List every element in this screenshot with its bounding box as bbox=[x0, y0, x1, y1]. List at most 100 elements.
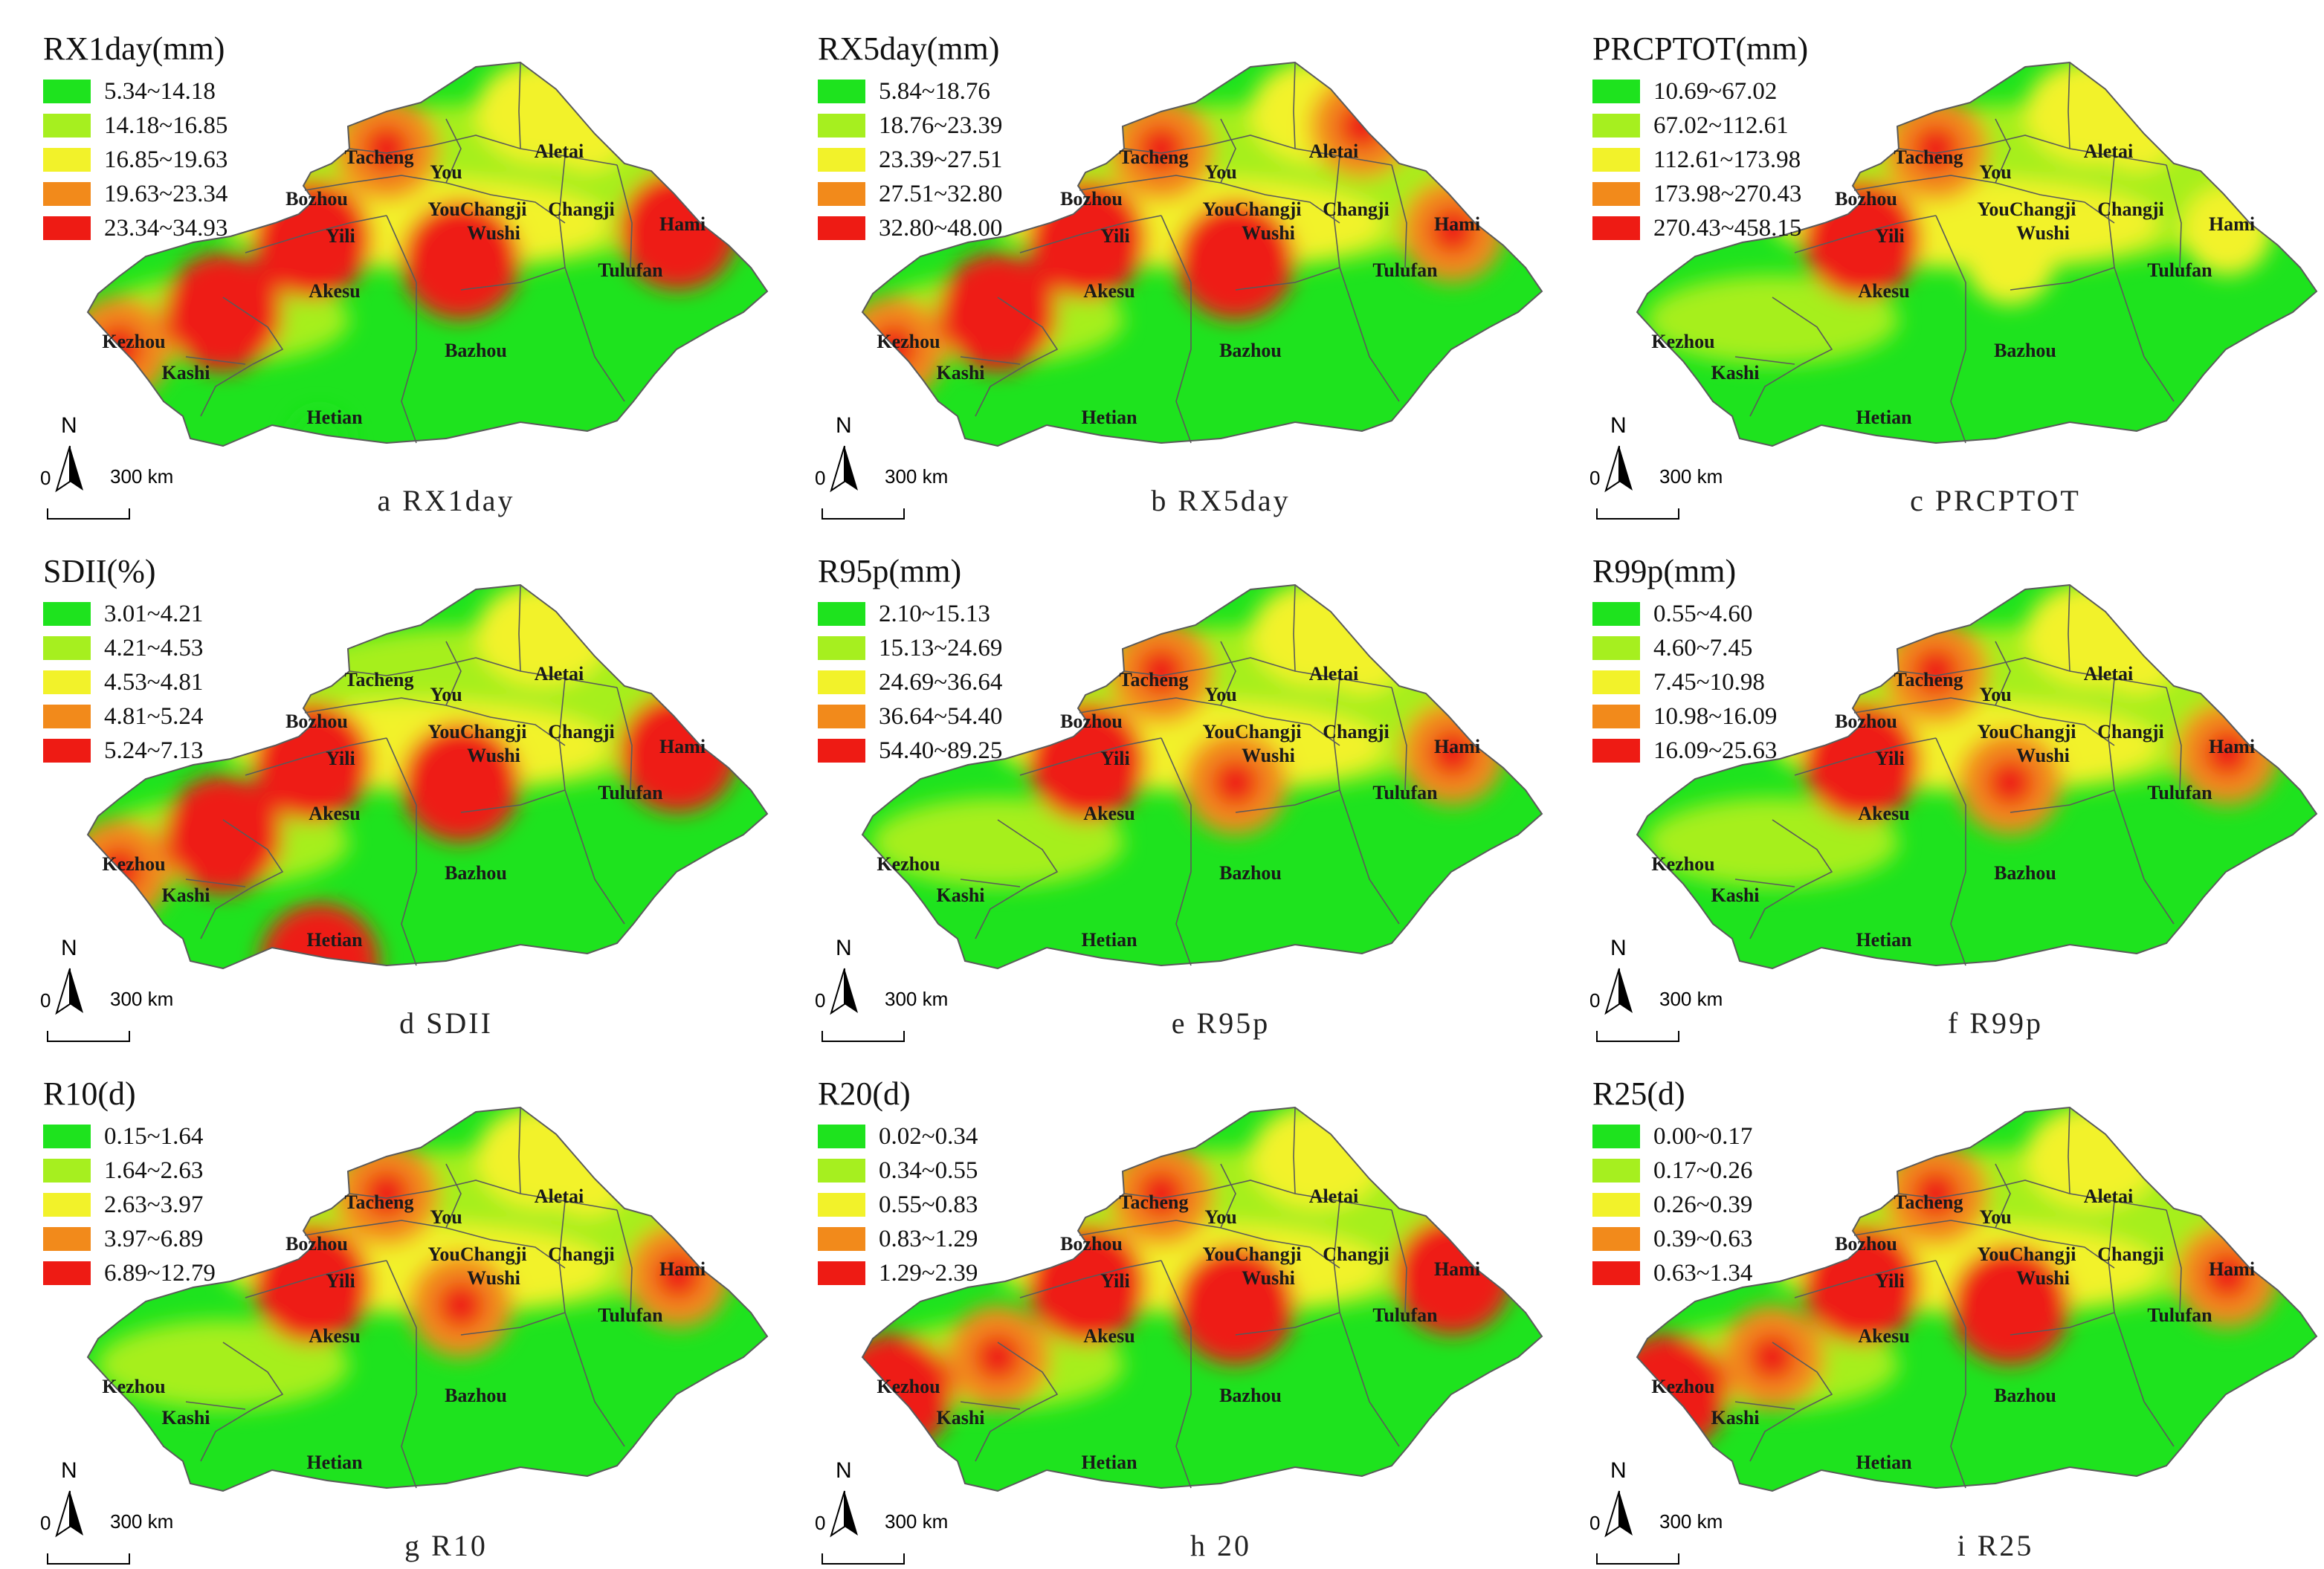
legend-item: 10.69~67.02 bbox=[1592, 74, 1801, 109]
region-label-kashi: Kashi bbox=[161, 884, 210, 906]
legend-label: 54.40~89.25 bbox=[879, 737, 1003, 764]
xinjiang-outline bbox=[86, 583, 769, 970]
prefecture-border bbox=[185, 1401, 246, 1410]
legend-swatch bbox=[43, 636, 91, 660]
legend-swatch bbox=[818, 636, 865, 660]
prefecture-border bbox=[1235, 789, 1340, 813]
scale-bar-icon bbox=[1596, 508, 1679, 520]
region-label-kezhou: Kezhou bbox=[1651, 1376, 1714, 1397]
legend-item: 5.24~7.13 bbox=[43, 734, 203, 768]
hotspot-core-wushi bbox=[434, 756, 488, 809]
legend-item: 67.02~112.61 bbox=[1592, 109, 1801, 143]
legend-label: 19.63~23.34 bbox=[104, 180, 228, 207]
region-label-yili: Yili bbox=[1100, 225, 1129, 247]
prefecture-border bbox=[200, 1342, 284, 1462]
north-label: N bbox=[1610, 413, 1627, 438]
region-label-kashi: Kashi bbox=[936, 362, 984, 384]
hotspot-core-hami bbox=[654, 1252, 702, 1299]
xinjiang-outline bbox=[861, 61, 1543, 447]
legend-item: 18.76~23.39 bbox=[818, 109, 1002, 143]
prefecture-border bbox=[975, 819, 1059, 939]
region-label-bozhou: Bozhou bbox=[1835, 188, 1897, 210]
region-label-akesu: Akesu bbox=[1858, 1325, 1909, 1347]
legend-item: 0.55~4.60 bbox=[1592, 597, 1777, 631]
hotspot-core-wushi bbox=[437, 1281, 485, 1329]
region-label-aletai: Aletai bbox=[2084, 1185, 2133, 1207]
legend-swatch bbox=[818, 1159, 865, 1183]
scale-bar-icon bbox=[822, 1553, 905, 1565]
prefecture-border bbox=[616, 1209, 633, 1313]
region-label-wushi: Wushi bbox=[2016, 222, 2070, 244]
prefecture-border bbox=[445, 641, 462, 706]
region-label-bozhou: Bozhou bbox=[285, 1233, 348, 1255]
hotspot-core-tacheng bbox=[363, 125, 410, 172]
legend-item: 0.55~0.83 bbox=[818, 1188, 978, 1222]
prefecture-border bbox=[445, 118, 462, 184]
region-label-aletai: Aletai bbox=[2084, 140, 2133, 162]
legend-label: 0.55~0.83 bbox=[879, 1191, 978, 1218]
north-label: N bbox=[61, 413, 77, 438]
choropleth-map: Aletai Tacheng You YouChangji Changji Bozhou Y… bbox=[822, 61, 1543, 520]
region-label-aletai: Aletai bbox=[535, 140, 584, 162]
legend-label: 0.00~0.17 bbox=[1653, 1122, 1753, 1150]
legend-label: 7.45~10.98 bbox=[1653, 668, 1765, 696]
scale-zero-label: 0 bbox=[815, 1512, 826, 1534]
map-legend: 2.10~15.13 15.13~24.69 24.69~36.64 36.64~54… bbox=[818, 597, 1002, 768]
legend-label: 3.01~4.21 bbox=[104, 600, 204, 627]
region-label-you: You bbox=[1204, 1206, 1236, 1228]
map-title: R20(d) bbox=[818, 1075, 911, 1112]
region-label-changji: Changji bbox=[2097, 721, 2164, 743]
legend-swatch bbox=[1592, 1125, 1640, 1148]
map-panel: Aletai Tacheng You YouChangji Changji Bozhou Y… bbox=[775, 0, 1549, 523]
hotspot-core-yili bbox=[285, 735, 339, 789]
legend-item: 0.39~0.63 bbox=[1592, 1222, 1752, 1256]
hotspot-core-hami bbox=[651, 726, 705, 780]
region-label-akesu: Akesu bbox=[309, 280, 360, 302]
hotspot-core-tacheng bbox=[1912, 647, 1960, 695]
scale-zero-label: 0 bbox=[1589, 1512, 1601, 1534]
region-label-aletai: Aletai bbox=[2084, 663, 2133, 685]
region-label-tacheng: Tacheng bbox=[1894, 669, 1963, 690]
region-label-bazhou: Bazhou bbox=[445, 862, 507, 884]
legend-swatch bbox=[1592, 80, 1640, 103]
legend-label: 0.63~1.34 bbox=[1653, 1259, 1753, 1287]
map-title: RX5day(mm) bbox=[818, 30, 1000, 67]
legend-item: 36.64~54.40 bbox=[818, 699, 1002, 734]
map-title: R10(d) bbox=[43, 1075, 136, 1112]
prefecture-border bbox=[2010, 1312, 2115, 1336]
region-label-changji: Changji bbox=[2097, 198, 2164, 220]
legend-item: 24.69~36.64 bbox=[818, 665, 1002, 699]
prefecture-border bbox=[558, 155, 625, 402]
legend-label: 5.24~7.13 bbox=[104, 737, 204, 764]
legend-swatch bbox=[43, 216, 91, 240]
legend-item: 15.13~24.69 bbox=[818, 631, 1002, 665]
hotspot-wushi bbox=[1966, 216, 2055, 305]
prefecture-border bbox=[2166, 687, 2182, 791]
panel-caption: i R25 bbox=[1957, 1529, 2034, 1562]
hotspot-core-hami bbox=[2204, 1252, 2251, 1299]
scale-zero-label: 0 bbox=[1589, 989, 1601, 1012]
region-label-youchangji: YouChangji bbox=[428, 1243, 527, 1265]
region-label-hetian: Hetian bbox=[1081, 1452, 1137, 1473]
legend-label: 1.64~2.63 bbox=[104, 1156, 204, 1184]
prefecture-border bbox=[2108, 155, 2175, 402]
legend-label: 5.84~18.76 bbox=[879, 77, 990, 105]
region-label-tulufan: Tulufan bbox=[598, 259, 663, 281]
prefecture-border bbox=[1391, 164, 1407, 268]
prefecture-border bbox=[1391, 1209, 1407, 1313]
prefecture-border bbox=[245, 737, 387, 776]
choropleth-map: Aletai Tacheng You YouChangji Changji Bozhou Y… bbox=[822, 1106, 1543, 1565]
legend-item: 0.83~1.29 bbox=[818, 1222, 978, 1256]
legend-swatch bbox=[818, 80, 865, 103]
region-label-you: You bbox=[430, 1206, 462, 1228]
prefecture-border bbox=[1749, 1342, 1833, 1462]
southwest-zone bbox=[1646, 275, 1899, 364]
prefecture-border bbox=[2108, 678, 2175, 925]
map-panel: Aletai Tacheng You YouChangji Changji Bozhou Y… bbox=[0, 0, 775, 523]
legend-label: 3.97~6.89 bbox=[104, 1225, 204, 1252]
region-label-yili: Yili bbox=[1100, 748, 1129, 769]
legend-label: 27.51~32.80 bbox=[879, 180, 1003, 207]
legend-swatch bbox=[1592, 602, 1640, 626]
panel-caption: a RX1day bbox=[377, 484, 515, 517]
hotspot-core-wushi bbox=[1986, 759, 2034, 806]
